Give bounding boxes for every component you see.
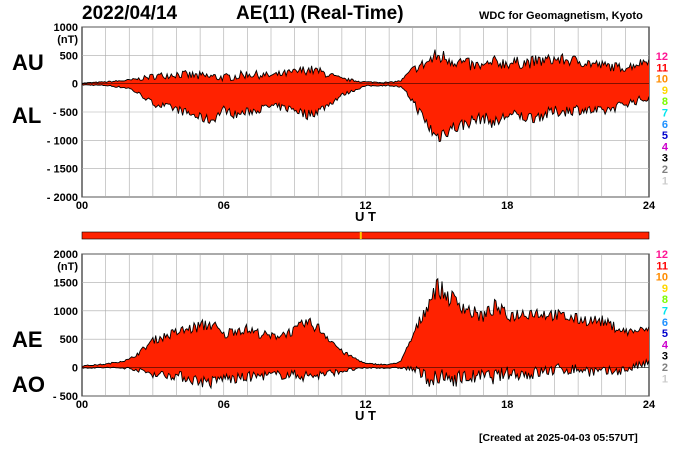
legend-station-count: 12	[656, 249, 668, 261]
y-tick-label: - 1500	[47, 164, 78, 176]
y-tick-label: 500	[60, 50, 78, 62]
legend-station-count: 6	[662, 317, 668, 329]
y-tick-label: 1000	[54, 306, 78, 318]
x-tick-label: 12	[359, 200, 371, 212]
x-tick-label: 06	[218, 399, 230, 411]
organization-label: WDC for Geomagnetism, Kyoto	[479, 10, 643, 22]
legend-station-count: 5	[662, 130, 668, 142]
legend-station-count: 12	[656, 51, 668, 63]
au-label: AU	[12, 50, 44, 75]
x-tick-label: 00	[76, 200, 88, 212]
index-range-fill	[82, 278, 649, 388]
y-unit-label: (nT)	[57, 261, 78, 273]
legend-station-count: 6	[662, 119, 668, 131]
legend-station-count: 10	[656, 74, 668, 86]
x-axis-label: U T	[355, 408, 376, 423]
legend-station-count: 3	[662, 351, 668, 363]
y-tick-label: 0	[72, 363, 78, 375]
legend-station-count: 4	[662, 339, 669, 351]
legend-station-count: 4	[662, 141, 669, 153]
legend-station-count: 11	[656, 62, 668, 74]
x-axis-label: U T	[355, 209, 376, 224]
series-line-ae	[81, 277, 650, 367]
x-tick-label: 24	[643, 200, 656, 212]
y-tick-label: 0	[72, 79, 78, 91]
al-label: AL	[12, 103, 42, 128]
legend-station-count: 7	[662, 108, 668, 120]
legend-station-count: 7	[662, 306, 668, 318]
legend-station-count: 1	[662, 373, 668, 385]
x-tick-label: 18	[501, 200, 513, 212]
legend-station-count: 9	[662, 283, 668, 295]
legend-station-count: 5	[662, 328, 668, 340]
legend-station-count: 2	[662, 362, 668, 374]
legend-station-count: 10	[656, 272, 668, 284]
chart-date: 2022/04/14	[82, 3, 178, 24]
x-tick-label: 24	[643, 399, 656, 411]
y-tick-label: - 500	[53, 107, 78, 119]
legend-station-count: 9	[662, 85, 668, 97]
series-line-au	[81, 49, 650, 84]
legend-station-count: 3	[662, 153, 668, 165]
y-tick-label: 2000	[54, 249, 78, 261]
x-tick-label: 18	[501, 399, 513, 411]
ao-label: AO	[12, 372, 45, 397]
station-count-bar-mark	[359, 232, 362, 239]
legend-station-count: 2	[662, 164, 668, 176]
ae-label: AE	[12, 327, 43, 352]
series-line-al	[81, 83, 650, 143]
x-tick-label: 12	[359, 399, 371, 411]
y-tick-label: 1000	[54, 22, 78, 34]
legend-station-count: 1	[662, 175, 668, 187]
x-tick-label: 06	[218, 200, 230, 212]
y-tick-label: 500	[60, 334, 78, 346]
y-tick-label: - 500	[53, 391, 78, 403]
y-tick-label: - 1000	[47, 135, 78, 147]
panel-au-al	[81, 26, 650, 198]
legend-station-count: 11	[656, 260, 668, 272]
legend-station-count: 8	[662, 294, 668, 306]
index-range-fill	[82, 49, 649, 142]
y-tick-label: 1500	[54, 277, 78, 289]
x-tick-label: 00	[76, 399, 88, 411]
created-timestamp: [Created at 2025-04-03 05:57UT]	[479, 432, 638, 444]
chart-title: AE(11) (Real-Time)	[236, 3, 404, 24]
legend-station-count: 8	[662, 96, 668, 108]
y-unit-label: (nT)	[57, 34, 78, 46]
y-tick-label: - 2000	[47, 192, 78, 204]
station-count-bar	[81, 231, 650, 240]
panel-ae-ao	[81, 253, 650, 397]
